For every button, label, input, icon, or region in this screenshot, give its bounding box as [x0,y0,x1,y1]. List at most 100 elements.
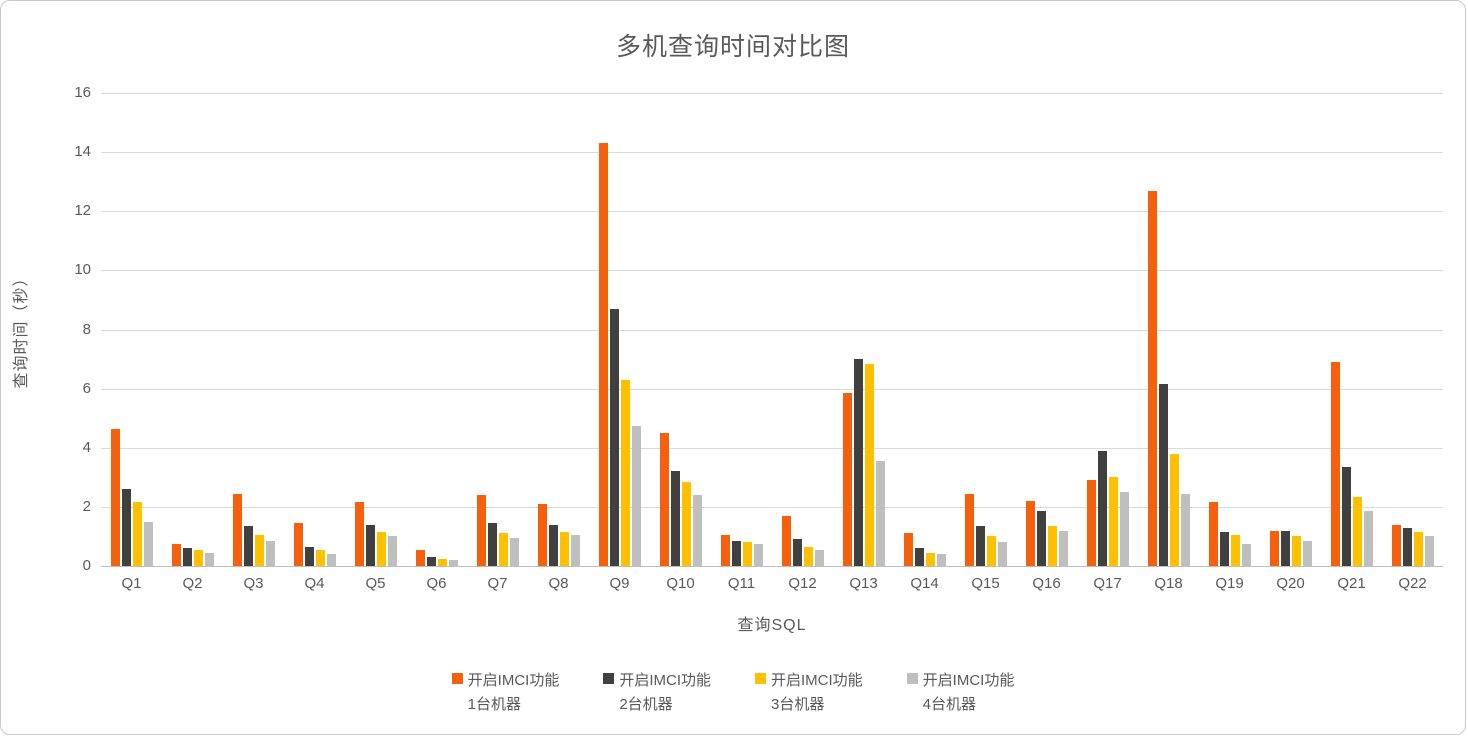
bar [232,493,242,566]
bar [781,515,791,566]
x-axis-title: 查询SQL [737,617,807,634]
bar [1302,540,1312,566]
bar [620,379,630,566]
y-tick-label: 0 [82,557,91,574]
bar-group-q14 [894,93,955,566]
y-tick-label: 2 [82,497,91,515]
bar [1424,536,1434,566]
y-tick-label: 10 [74,261,91,279]
bars-layer [101,93,1443,566]
bar [110,428,120,566]
bar [803,546,813,566]
bar [487,523,497,566]
bar [1147,190,1157,566]
bar [986,536,996,566]
gridline [101,506,1443,508]
bar [559,532,569,566]
bar [598,143,608,566]
bar-group-q15 [955,93,1016,566]
x-tick-label: Q21 [1337,575,1366,592]
x-tick-label: Q4 [304,575,325,592]
bar-group-q9 [589,93,650,566]
bar [387,536,397,566]
bar-group-q19 [1199,93,1260,566]
x-tick-label: Q10 [666,575,695,592]
bar [570,534,580,566]
legend-item: 开启IMCI功能 2台机器 [603,669,711,717]
bar-group-q6 [406,93,467,566]
bar [609,308,619,566]
legend-label: 开启IMCI功能 1台机器 [467,672,560,713]
bar [376,532,386,566]
bar [509,537,519,566]
bar [631,425,641,566]
bar [1025,500,1035,566]
bar [1269,530,1279,566]
bar [864,363,874,566]
bar-group-q8 [528,93,589,566]
bar-group-q3 [223,93,284,566]
y-tick-label: 6 [82,379,91,397]
bar [1280,530,1290,566]
x-tick-label: Q17 [1093,575,1122,592]
bar [659,432,669,566]
x-tick-label: Q20 [1276,575,1305,592]
bar [537,503,547,566]
bar [193,549,203,566]
legend-label: 开启IMCI功能 4台机器 [922,672,1015,713]
bar-group-q7 [467,93,528,566]
legend-marker-icon [755,673,766,684]
x-tick-label: Q18 [1154,575,1183,592]
bar [1169,453,1179,566]
gridline [101,566,1443,567]
bar [875,461,885,566]
bar-group-q17 [1077,93,1138,566]
bar [753,543,763,566]
gridline [101,270,1443,272]
bar [1230,534,1240,566]
bar [853,359,863,566]
legend-label: 开启IMCI功能 2台机器 [619,672,711,713]
legend-marker-icon [603,673,615,684]
bar-group-q1 [101,93,162,566]
bar [1291,536,1301,566]
bar [936,554,946,566]
legend-marker-icon [451,673,463,684]
x-axis-ticks: Q1 Q2 Q3 Q4 Q5 Q6 Q7 Q8 Q9 Q10 Q11 Q12 Q13 Q14 Q15 Q16 Q… [101,575,1443,592]
bar [692,495,702,566]
bar [1391,524,1401,566]
bar [814,549,824,566]
bar-group-q22 [1382,93,1443,566]
x-tick-label: Q1 [121,575,142,592]
bar [681,481,691,566]
bar [476,495,486,566]
bar-group-q2 [162,93,223,566]
bar [204,552,214,566]
bar [1241,543,1251,566]
bar [448,560,458,566]
bar [1047,526,1057,566]
y-axis-title: 查询时间（秒） [13,269,30,389]
bar [498,533,508,566]
x-tick-label: Q12 [788,575,817,592]
gridline [101,329,1443,331]
y-tick-label: 14 [74,143,91,161]
bar [304,546,314,566]
gridline [101,211,1443,213]
bar [365,524,375,566]
x-tick-label: Q19 [1215,575,1244,592]
x-tick-label: Q6 [426,575,447,592]
bar [354,502,364,566]
y-tick-label: 4 [82,438,91,456]
bar [914,548,924,566]
bar [742,542,752,566]
bar [326,554,336,566]
bar [426,557,436,566]
bar-group-q12 [772,93,833,566]
x-tick-label: Q15 [971,575,1000,592]
bar-group-q10 [650,93,711,566]
bar [243,526,253,566]
bar [842,393,852,566]
bar [1208,502,1218,566]
bar [975,526,985,566]
